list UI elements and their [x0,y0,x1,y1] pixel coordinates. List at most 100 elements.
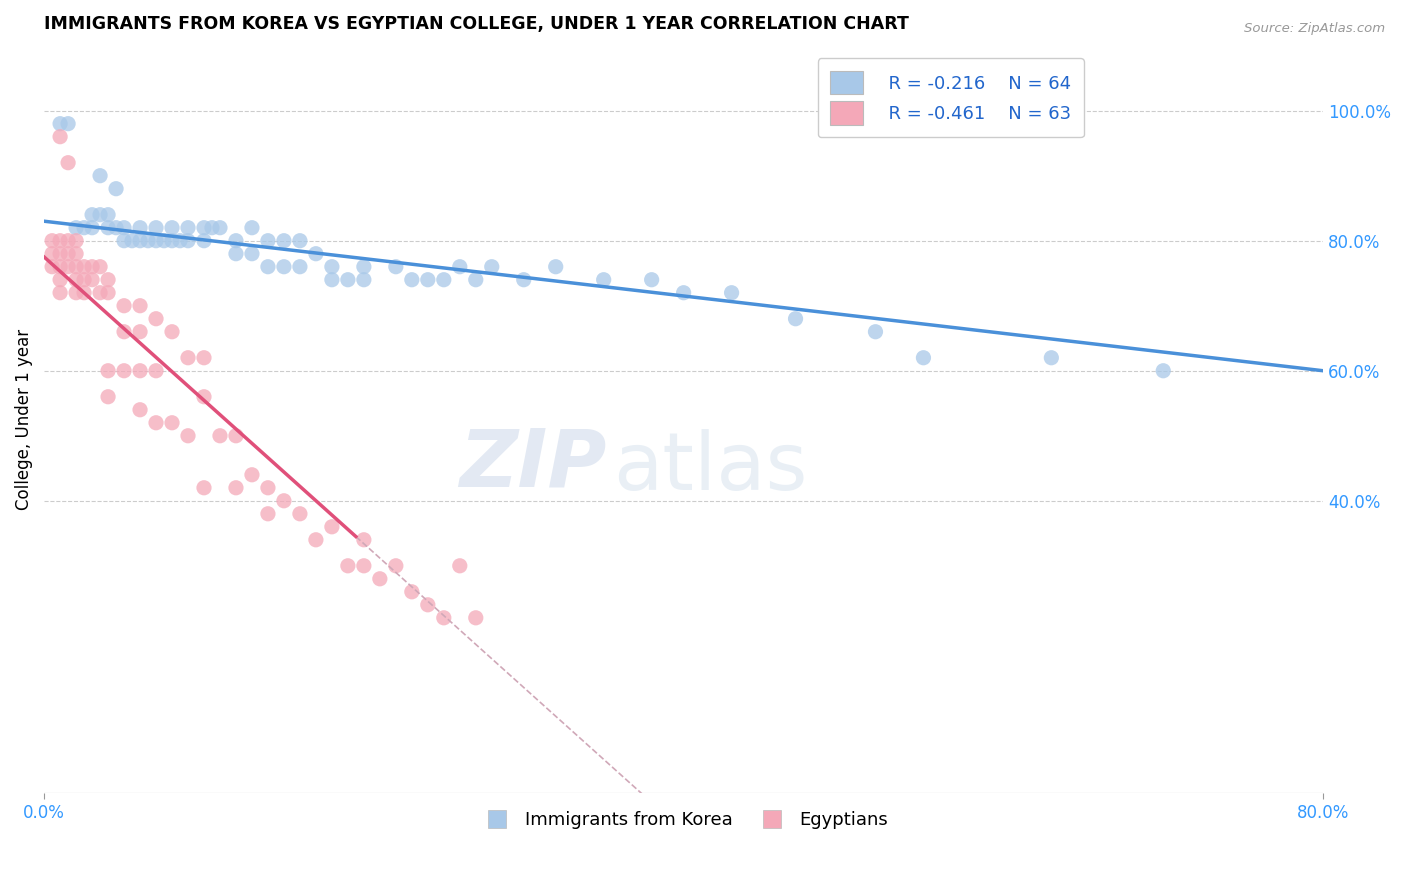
Point [912,351,935,365]
Point [80,208,103,222]
Text: Source: ZipAtlas.com: Source: ZipAtlas.com [1244,22,1385,36]
Point [145,220,167,235]
Point [640,273,662,287]
Point [112,234,135,248]
Point [129,402,152,417]
Point [49,117,72,131]
Point [41,260,63,274]
Point [193,481,215,495]
Point [56,155,79,169]
Point [177,351,200,365]
Point [145,416,167,430]
Point [257,260,280,274]
Point [193,220,215,235]
Point [89,285,111,300]
Point [288,507,311,521]
Point [288,260,311,274]
Point [257,507,280,521]
Point [321,273,343,287]
Point [56,246,79,260]
Point [153,234,176,248]
Point [65,234,87,248]
Point [160,416,183,430]
Point [129,299,152,313]
Point [433,273,456,287]
Point [544,260,567,274]
Text: ZIP: ZIP [460,425,607,503]
Point [785,311,807,326]
Point [305,533,328,547]
Point [56,117,79,131]
Point [177,220,200,235]
Point [208,429,231,443]
Point [73,260,96,274]
Point [56,234,79,248]
Point [80,220,103,235]
Point [449,260,471,274]
Point [169,234,191,248]
Point [225,481,247,495]
Point [97,220,120,235]
Point [65,220,87,235]
Point [129,364,152,378]
Point [1040,351,1063,365]
Point [273,493,295,508]
Point [513,273,536,287]
Point [177,234,200,248]
Point [97,208,120,222]
Point [129,220,152,235]
Point [49,260,72,274]
Point [97,390,120,404]
Point [136,234,159,248]
Point [464,611,486,625]
Point [385,260,408,274]
Point [65,285,87,300]
Point [105,182,128,196]
Point [177,429,200,443]
Point [353,273,375,287]
Text: IMMIGRANTS FROM KOREA VS EGYPTIAN COLLEGE, UNDER 1 YEAR CORRELATION CHART: IMMIGRANTS FROM KOREA VS EGYPTIAN COLLEG… [44,15,910,33]
Point [433,611,456,625]
Point [672,285,695,300]
Point [481,260,503,274]
Point [49,285,72,300]
Point [240,220,263,235]
Point [145,364,167,378]
Point [368,572,391,586]
Point [305,246,328,260]
Point [80,273,103,287]
Point [41,246,63,260]
Point [73,285,96,300]
Point [449,558,471,573]
Point [353,558,375,573]
Point [121,234,143,248]
Point [401,273,423,287]
Point [129,325,152,339]
Point [160,234,183,248]
Point [97,364,120,378]
Point [65,273,87,287]
Point [97,273,120,287]
Point [80,260,103,274]
Point [288,234,311,248]
Point [401,584,423,599]
Point [112,325,135,339]
Point [49,246,72,260]
Point [336,558,359,573]
Point [65,260,87,274]
Point [321,520,343,534]
Point [865,325,887,339]
Point [257,234,280,248]
Point [160,220,183,235]
Text: atlas: atlas [613,429,807,508]
Point [385,558,408,573]
Point [112,299,135,313]
Point [160,325,183,339]
Point [49,129,72,144]
Point [73,273,96,287]
Point [49,234,72,248]
Point [129,234,152,248]
Point [240,467,263,482]
Point [73,220,96,235]
Point [89,208,111,222]
